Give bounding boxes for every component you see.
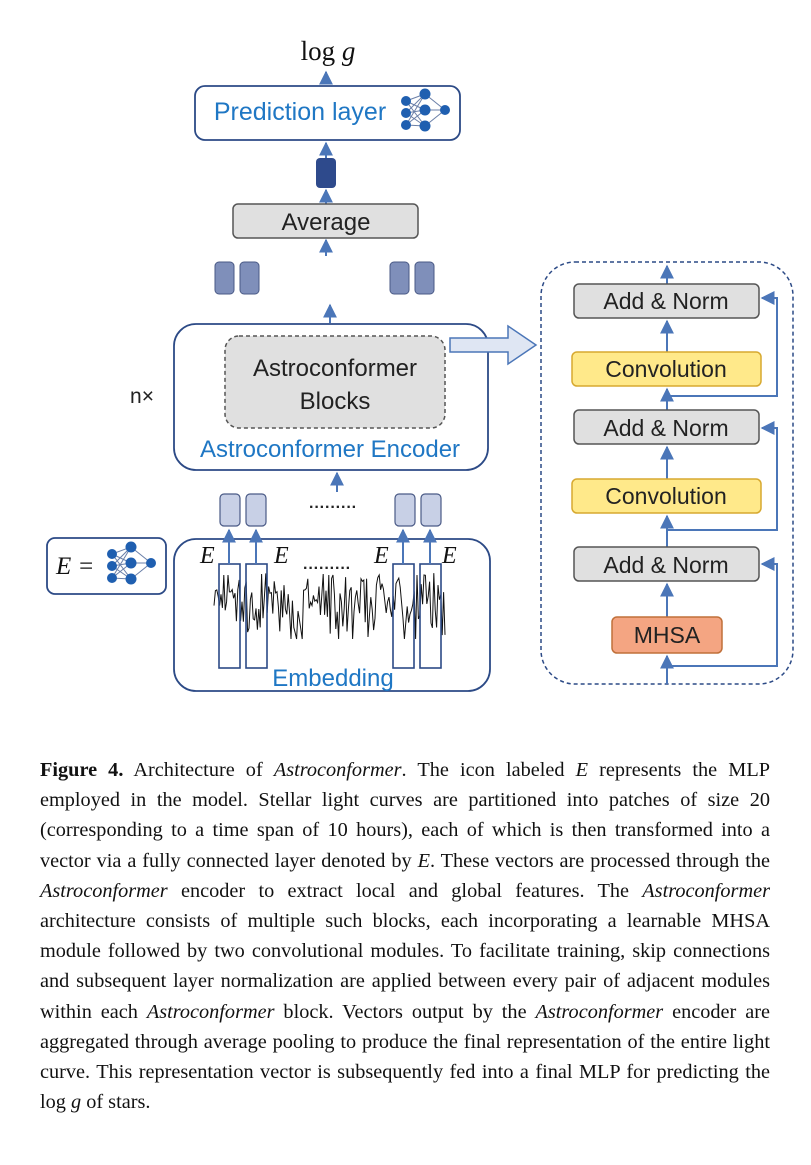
caption-text: E bbox=[575, 759, 588, 781]
light-curve bbox=[213, 573, 446, 640]
encoder-block-line2: Blocks bbox=[300, 388, 371, 415]
prediction-layer-label: Prediction layer bbox=[214, 98, 386, 126]
mlp-definition-box: E = bbox=[46, 537, 167, 595]
embedding-box: E E E E ········· Embedding bbox=[173, 528, 491, 692]
average-box: Average bbox=[232, 203, 419, 239]
architecture-diagram: log g Prediction layer Average n× bbox=[46, 36, 794, 692]
caption-text: Astroconformer bbox=[40, 879, 168, 902]
caption-text: . The icon labeled bbox=[401, 759, 576, 781]
block-detail-panel: Add & Norm Convolution Add & Norm Convol… bbox=[540, 261, 794, 685]
neural-network-icon bbox=[401, 88, 450, 132]
svg-text:Add & Norm: Add & Norm bbox=[603, 288, 728, 314]
repeat-label: n× bbox=[130, 385, 154, 408]
svg-text:Convolution: Convolution bbox=[605, 356, 726, 382]
convolution-1 bbox=[571, 478, 762, 514]
svg-text:Convolution: Convolution bbox=[605, 483, 726, 509]
caption-text: block. Vectors output by the bbox=[274, 1000, 536, 1023]
mlp-equals-label: E = bbox=[55, 553, 94, 580]
caption-text: encoder are aggregated through average p… bbox=[40, 1000, 770, 1114]
mhsa-module bbox=[611, 616, 723, 654]
convolution-2 bbox=[571, 351, 762, 387]
e-label-3: E bbox=[373, 543, 389, 569]
svg-text:Add & Norm: Add & Norm bbox=[603, 415, 728, 441]
caption-text: Astroconformer bbox=[273, 759, 402, 781]
caption-text: Astroconformer bbox=[535, 1000, 664, 1023]
e-label-4: E bbox=[441, 543, 457, 569]
encoder-block-line1: Astroconformer bbox=[253, 355, 417, 382]
caption-text: . These vectors are processed through th… bbox=[429, 849, 770, 872]
neural-network-icon bbox=[107, 541, 156, 585]
encoder-blocks-box bbox=[224, 335, 446, 429]
svg-text:Add & Norm: Add & Norm bbox=[603, 552, 728, 578]
caption-text: g bbox=[71, 1091, 82, 1114]
average-label: Average bbox=[282, 209, 371, 236]
output-label-var: g bbox=[342, 36, 356, 66]
expand-arrow bbox=[449, 324, 538, 366]
caption-text: of stars. bbox=[81, 1091, 151, 1114]
caption-text: Architecture of bbox=[123, 759, 274, 781]
caption-text: Astroconformer bbox=[146, 1000, 275, 1023]
e-label-2: E bbox=[273, 543, 289, 569]
svg-text:MHSA: MHSA bbox=[634, 622, 701, 648]
caption-text: represents the MLP employed in the model… bbox=[40, 759, 770, 872]
prediction-layer-box: Prediction layer bbox=[194, 85, 461, 141]
figure-label: Figure 4. bbox=[40, 759, 124, 781]
token-ellipsis: ········· bbox=[309, 499, 357, 516]
figure-caption: Figure 4. Architecture of Astroconformer… bbox=[40, 755, 770, 1117]
caption-text: architecture consists of multiple such b… bbox=[40, 910, 770, 1023]
encoder-output-tokens bbox=[214, 261, 435, 295]
encoder-label: Astroconformer Encoder bbox=[200, 436, 460, 463]
embedded-tokens bbox=[219, 493, 442, 527]
e-label-1: E bbox=[199, 543, 215, 569]
encoder-box: Astroconformer Blocks Astroconformer Enc… bbox=[173, 323, 489, 471]
add-norm-2 bbox=[573, 409, 760, 445]
add-norm-3 bbox=[573, 283, 760, 319]
embedding-ellipsis: ········· bbox=[303, 560, 351, 577]
embedding-label: Embedding bbox=[272, 665, 393, 692]
add-norm-1 bbox=[573, 546, 760, 582]
caption-text: Astroconformer bbox=[642, 879, 770, 902]
output-label: log g bbox=[301, 36, 356, 66]
caption-text: encoder to extract local and global feat… bbox=[167, 879, 643, 902]
pooled-vector bbox=[316, 158, 336, 188]
output-label-main: log bbox=[301, 36, 342, 66]
caption-text: E bbox=[417, 849, 430, 872]
